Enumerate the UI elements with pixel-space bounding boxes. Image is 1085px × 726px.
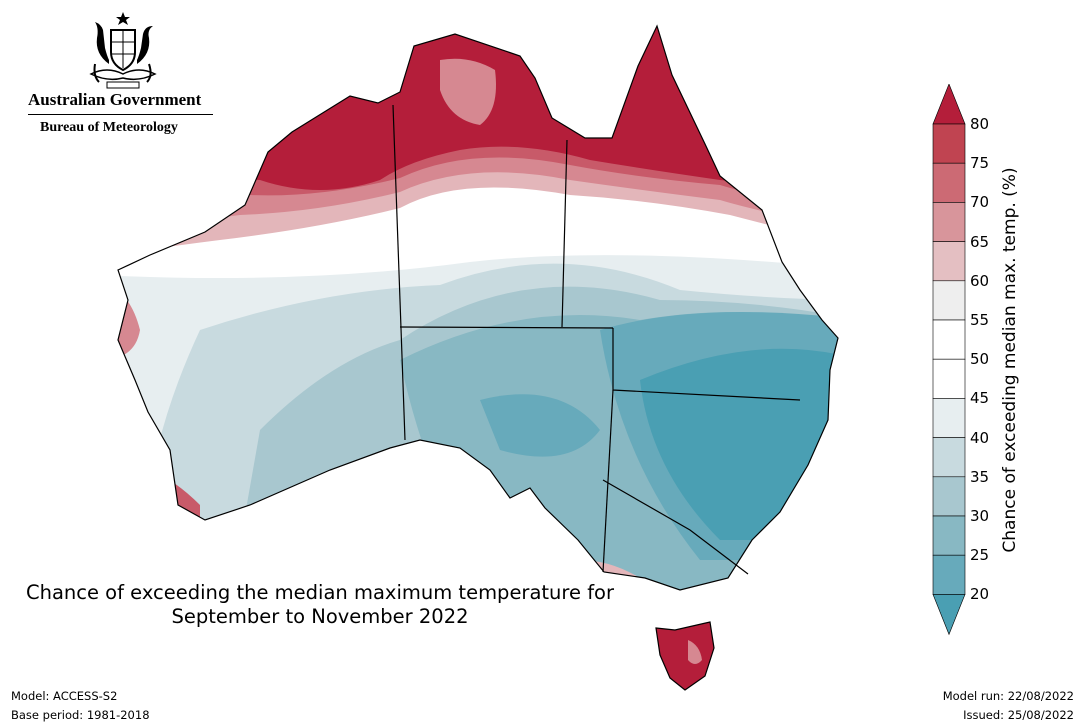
legend-tick-label: 80 bbox=[970, 115, 990, 133]
model-name: Model: ACCESS-S2 bbox=[11, 689, 118, 703]
legend-tick-label: 50 bbox=[970, 350, 990, 369]
map-title: Chance of exceeding the median maximum t… bbox=[0, 581, 640, 629]
legend-bin bbox=[932, 280, 966, 321]
agency-name: Bureau of Meteorology bbox=[40, 120, 178, 135]
legend-title: Chance of exceeding median max. temp. (%… bbox=[1000, 167, 1020, 553]
map-title-line-1: Chance of exceeding the median maximum t… bbox=[25, 581, 615, 604]
legend-bin bbox=[932, 554, 966, 595]
legend-tick-label: 35 bbox=[970, 467, 990, 486]
government-name: Australian Government bbox=[28, 90, 202, 109]
base-period: Base period: 1981-2018 bbox=[11, 708, 150, 722]
legend-tick-label: 45 bbox=[970, 389, 990, 408]
legend-tick-label: 25 bbox=[970, 546, 990, 565]
logo-divider bbox=[28, 114, 213, 115]
legend-bin bbox=[932, 202, 966, 242]
coat-of-arms-icon bbox=[89, 12, 157, 89]
legend-arrow-high bbox=[932, 84, 966, 125]
australia-forecast-map bbox=[117, 24, 839, 691]
legend-bin bbox=[932, 398, 966, 438]
legend-bin bbox=[932, 319, 966, 360]
legend-bin bbox=[932, 476, 966, 517]
state-borders bbox=[392, 104, 801, 575]
forecast-probability-layer bbox=[118, 26, 838, 590]
legend-bin bbox=[932, 437, 966, 478]
legend-tick-label: 55 bbox=[970, 311, 990, 329]
legend-bin bbox=[932, 241, 966, 282]
legend-bin bbox=[932, 358, 966, 399]
legend-tick-label: 65 bbox=[970, 232, 990, 251]
legend-bin bbox=[932, 162, 966, 203]
legend-colorbar bbox=[932, 84, 966, 636]
legend-tick-label: 30 bbox=[970, 507, 990, 525]
footer-right: Model run: 22/08/2022 Issued: 25/08/2022 bbox=[943, 687, 1074, 725]
legend-tick-label: 70 bbox=[970, 193, 990, 212]
tasmania bbox=[655, 621, 715, 691]
legend-bin bbox=[932, 515, 966, 556]
legend-tick-label: 75 bbox=[970, 154, 990, 173]
legend-tick-label: 20 bbox=[970, 585, 990, 604]
map-title-line-2: September to November 2022 bbox=[171, 605, 469, 628]
legend-arrow-low bbox=[932, 594, 966, 636]
footer-left: Model: ACCESS-S2 Base period: 1981-2018 bbox=[11, 687, 150, 725]
legend-tick-label: 40 bbox=[970, 428, 990, 447]
legend-tick-label: 60 bbox=[970, 271, 990, 290]
legend-bin bbox=[932, 123, 966, 164]
issued-date: Issued: 25/08/2022 bbox=[963, 708, 1074, 722]
model-run-date: Model run: 22/08/2022 bbox=[942, 689, 1074, 703]
australia-coastline bbox=[117, 24, 839, 591]
